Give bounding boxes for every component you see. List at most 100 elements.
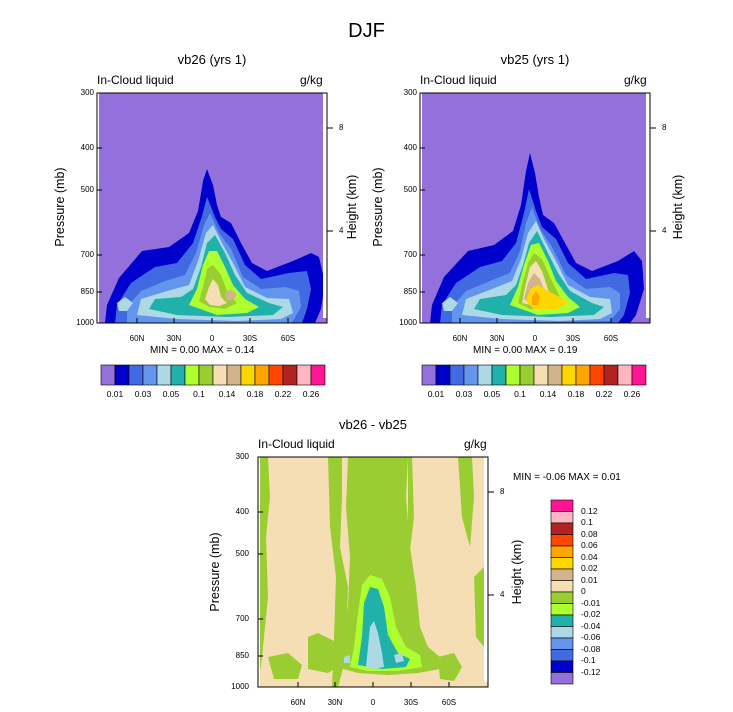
colorbar-vb25-label: 0.14 xyxy=(539,389,557,399)
panel-diff-xtick-60N: 60N xyxy=(290,698,306,707)
panel-vb25-minmax: MIN = 0.00 MAX = 0.19 xyxy=(473,345,578,356)
panel-vb26-height-tick-8: 8 xyxy=(339,123,344,132)
colorbar-diff-swatch-13 xyxy=(550,649,574,662)
panel-vb25-xtick-60N: 60N xyxy=(452,334,468,343)
panel-diff-ylabel: Pressure (mb) xyxy=(208,532,222,612)
colorbar-vb25 xyxy=(421,364,647,386)
colorbar-vb26-swatch-11 xyxy=(254,364,270,386)
panel-diff-y2label: Height (km) xyxy=(510,539,524,605)
contour-level-0.04-n xyxy=(117,297,133,311)
colorbar-diff-label: 0.12 xyxy=(581,505,598,516)
colorbar-diff-label: 0.1 xyxy=(581,517,593,527)
height-ticks xyxy=(488,491,494,596)
panel-vb25-ylabel: Pressure (mb) xyxy=(371,167,385,247)
colorbar-vb25-swatch-0 xyxy=(421,364,437,386)
colorbar-diff-swatch-15 xyxy=(550,672,574,685)
panel-diff-ytick-850: 850 xyxy=(235,651,249,660)
lat-ticks xyxy=(459,318,612,323)
colorbar-vb26-swatch-10 xyxy=(240,364,256,386)
missing-data-right xyxy=(646,93,650,318)
contour-level-neg0.01-e xyxy=(458,457,474,547)
panel-vb26-y2label: Height (km) xyxy=(345,174,359,240)
colorbar-diff-label: -0.08 xyxy=(581,643,601,654)
contour-level-neg0.01-a xyxy=(258,457,270,687)
contour-level-neg0.01-h xyxy=(438,653,462,681)
colorbar-vb25-swatch-1 xyxy=(435,364,451,386)
colorbar-diff-label: 0.06 xyxy=(581,540,598,550)
panel-vb26-plot xyxy=(96,92,333,324)
panel-diff-minmax: MIN = -0.06 MAX = 0.01 xyxy=(513,472,621,483)
colorbar-vb25-label: 0.18 xyxy=(567,389,585,399)
panel-vb25-plot xyxy=(419,92,656,324)
contour-level-neg0.06-b xyxy=(394,653,404,663)
panel-vb26-ytick-500: 500 xyxy=(80,185,94,194)
colorbar-vb26-label: 0.22 xyxy=(274,389,292,399)
panel-diff-xtick-60S: 60S xyxy=(441,698,457,707)
missing-data-left xyxy=(97,93,99,323)
colorbar-diff-label: 0.04 xyxy=(581,551,598,562)
colorbar-vb25-swatch-8 xyxy=(533,364,549,386)
contour-level-neg0.06 xyxy=(366,621,384,669)
panel-vb26-xtick-30S: 30S xyxy=(242,334,258,343)
colorbar-diff-swatch-0 xyxy=(550,499,574,512)
panel-vb26-xtick-0: 0 xyxy=(209,334,215,343)
colorbar-diff-label: 0.01 xyxy=(581,574,598,585)
contour-level-neg0.01-d xyxy=(408,457,414,567)
panel-vb25-ytick-500: 500 xyxy=(403,185,417,194)
colorbar-vb26 xyxy=(100,364,326,386)
colorbar-diff-swatch-4 xyxy=(550,545,574,558)
panel-diff-title: vb26 - vb25 xyxy=(339,417,407,432)
colorbar-diff-swatch-1 xyxy=(550,511,574,524)
panel-vb25-units-label: g/kg xyxy=(624,73,647,87)
colorbar-vb26-label: 0.18 xyxy=(246,389,264,399)
height-ticks xyxy=(327,127,333,232)
contour-level-neg0.06-c xyxy=(344,655,350,663)
colorbar-diff-label: -0.1 xyxy=(581,655,596,665)
panel-diff-height-tick-8: 8 xyxy=(500,487,505,496)
panel-diff-xtick-30N: 30N xyxy=(327,698,343,707)
panel-vb25-height-tick-8: 8 xyxy=(662,123,667,132)
colorbar-vb25-swatch-10 xyxy=(561,364,577,386)
panel-vb25-title: vb25 (yrs 1) xyxy=(500,52,570,67)
colorbar-diff-swatch-12 xyxy=(550,637,574,650)
colorbar-diff-label: -0.06 xyxy=(581,632,601,642)
colorbar-vb25-swatch-13 xyxy=(603,364,619,386)
panel-diff-ytick-1000: 1000 xyxy=(231,682,249,691)
panel-vb26-xtick-60S: 60S xyxy=(280,334,296,343)
contour-level-neg0.01-b xyxy=(328,457,348,687)
panel-diff-ytick-400: 400 xyxy=(235,507,249,516)
missing-data-left xyxy=(258,457,260,687)
colorbar-vb26-swatch-9 xyxy=(226,364,242,386)
colorbar-vb26-label: 0.1 xyxy=(193,389,205,399)
colorbar-diff-swatch-11 xyxy=(550,626,574,639)
colorbar-vb25-swatch-12 xyxy=(589,364,605,386)
panel-diff-plot xyxy=(257,456,494,688)
panel-vb26-ytick-300: 300 xyxy=(80,88,94,97)
panel-diff-ytick-700: 700 xyxy=(235,614,249,623)
contour-level-0.10 xyxy=(205,279,227,306)
contour-level-0.04-n xyxy=(442,297,458,311)
colorbar-diff-label: 0.02 xyxy=(581,563,598,573)
colorbar-vb25-label: 0.03 xyxy=(455,389,473,399)
colorbar-vb25-swatch-7 xyxy=(519,364,535,386)
colorbar-vb26-swatch-4 xyxy=(156,364,172,386)
contour-level-neg0.01-g xyxy=(268,653,302,679)
panel-vb26-title: vb26 (yrs 1) xyxy=(177,52,247,67)
colorbar-vb26-label: 0.14 xyxy=(218,389,236,399)
panel-vb26-ytick-850: 850 xyxy=(80,287,94,296)
panel-vb25-ytick-300: 300 xyxy=(403,88,417,97)
panel-diff-xtick-0: 0 xyxy=(370,698,376,707)
colorbar-diff-label: 0 xyxy=(581,586,586,596)
colorbar-diff-swatch-6 xyxy=(550,568,574,581)
panel-vb25-xtick-0: 0 xyxy=(532,334,538,343)
colorbar-vb25-swatch-3 xyxy=(463,364,479,386)
colorbar-vb26-swatch-3 xyxy=(142,364,158,386)
colorbar-vb26-label: 0.05 xyxy=(162,389,180,399)
panel-vb26-xtick-60N: 60N xyxy=(129,334,145,343)
colorbar-vb25-swatch-5 xyxy=(491,364,507,386)
colorbar-diff-swatch-5 xyxy=(550,557,574,570)
colorbar-vb26-swatch-8 xyxy=(212,364,228,386)
colorbar-vb25-label: 0.05 xyxy=(483,389,501,399)
colorbar-vb25-swatch-15 xyxy=(631,364,647,386)
colorbar-diff-swatch-2 xyxy=(550,522,574,535)
